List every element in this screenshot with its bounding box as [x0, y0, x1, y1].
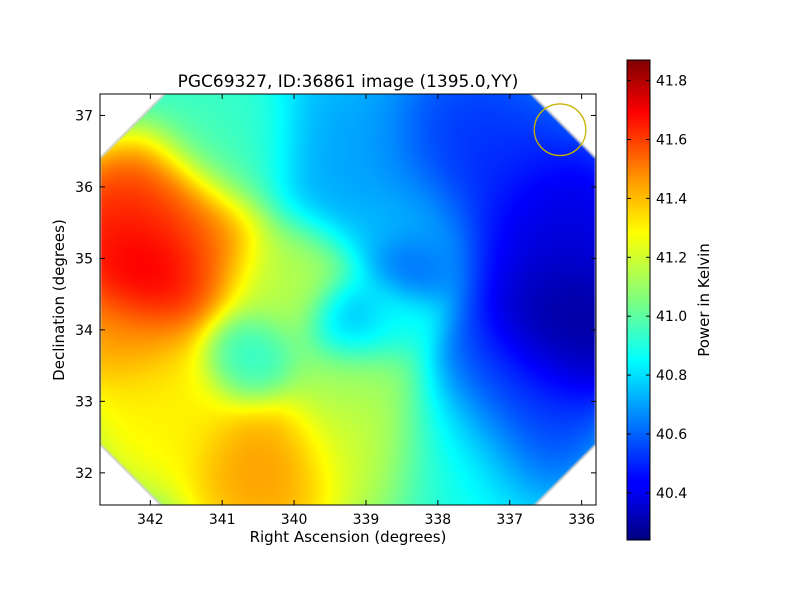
y-tick-label: 36 [75, 180, 93, 196]
x-tick-label: 339 [353, 512, 380, 528]
y-tick-label: 34 [75, 323, 93, 339]
x-axis-ticks: 342 341 340 339 338 337 336 [137, 94, 595, 528]
x-tick-label: 336 [568, 512, 595, 528]
colorbar-ticks: 40.4 40.6 40.8 41.0 41.2 41.4 41.6 41.8 [627, 74, 687, 502]
beam-marker-circle [533, 103, 587, 157]
y-tick-label: 33 [75, 394, 93, 410]
x-tick-label: 340 [281, 512, 308, 528]
colorbar-tick-label: 40.6 [656, 427, 687, 443]
colorbar-tick-label: 40.8 [656, 368, 687, 384]
colorbar-label: Power in Kelvin [695, 243, 713, 357]
colorbar-tick-label: 41.0 [656, 309, 687, 325]
heatmap-area [100, 94, 596, 505]
heatmap-image [100, 94, 596, 505]
x-tick-label: 338 [424, 512, 451, 528]
axes-frame [99, 93, 597, 506]
x-tick-label: 337 [496, 512, 523, 528]
x-tick-label: 342 [137, 512, 164, 528]
colorbar-tick-label: 41.2 [656, 250, 687, 266]
colorbar-tick-label: 41.6 [656, 133, 687, 149]
colorbar [626, 59, 651, 541]
y-tick-label: 32 [75, 466, 93, 482]
chart-title: PGC69327, ID:36861 image (1395.0,YY) [178, 72, 519, 92]
y-tick-label: 35 [75, 251, 93, 267]
colorbar-tick-label: 41.8 [656, 74, 687, 90]
x-axis-label: Right Ascension (degrees) [250, 528, 447, 546]
y-axis-label: Declination (degrees) [50, 219, 68, 381]
colorbar-tick-label: 40.4 [656, 486, 687, 502]
x-tick-label: 341 [209, 512, 236, 528]
y-axis-ticks: 32 33 34 35 36 37 [75, 108, 596, 482]
y-tick-label: 37 [75, 108, 93, 124]
colorbar-tick-label: 41.4 [656, 191, 687, 207]
